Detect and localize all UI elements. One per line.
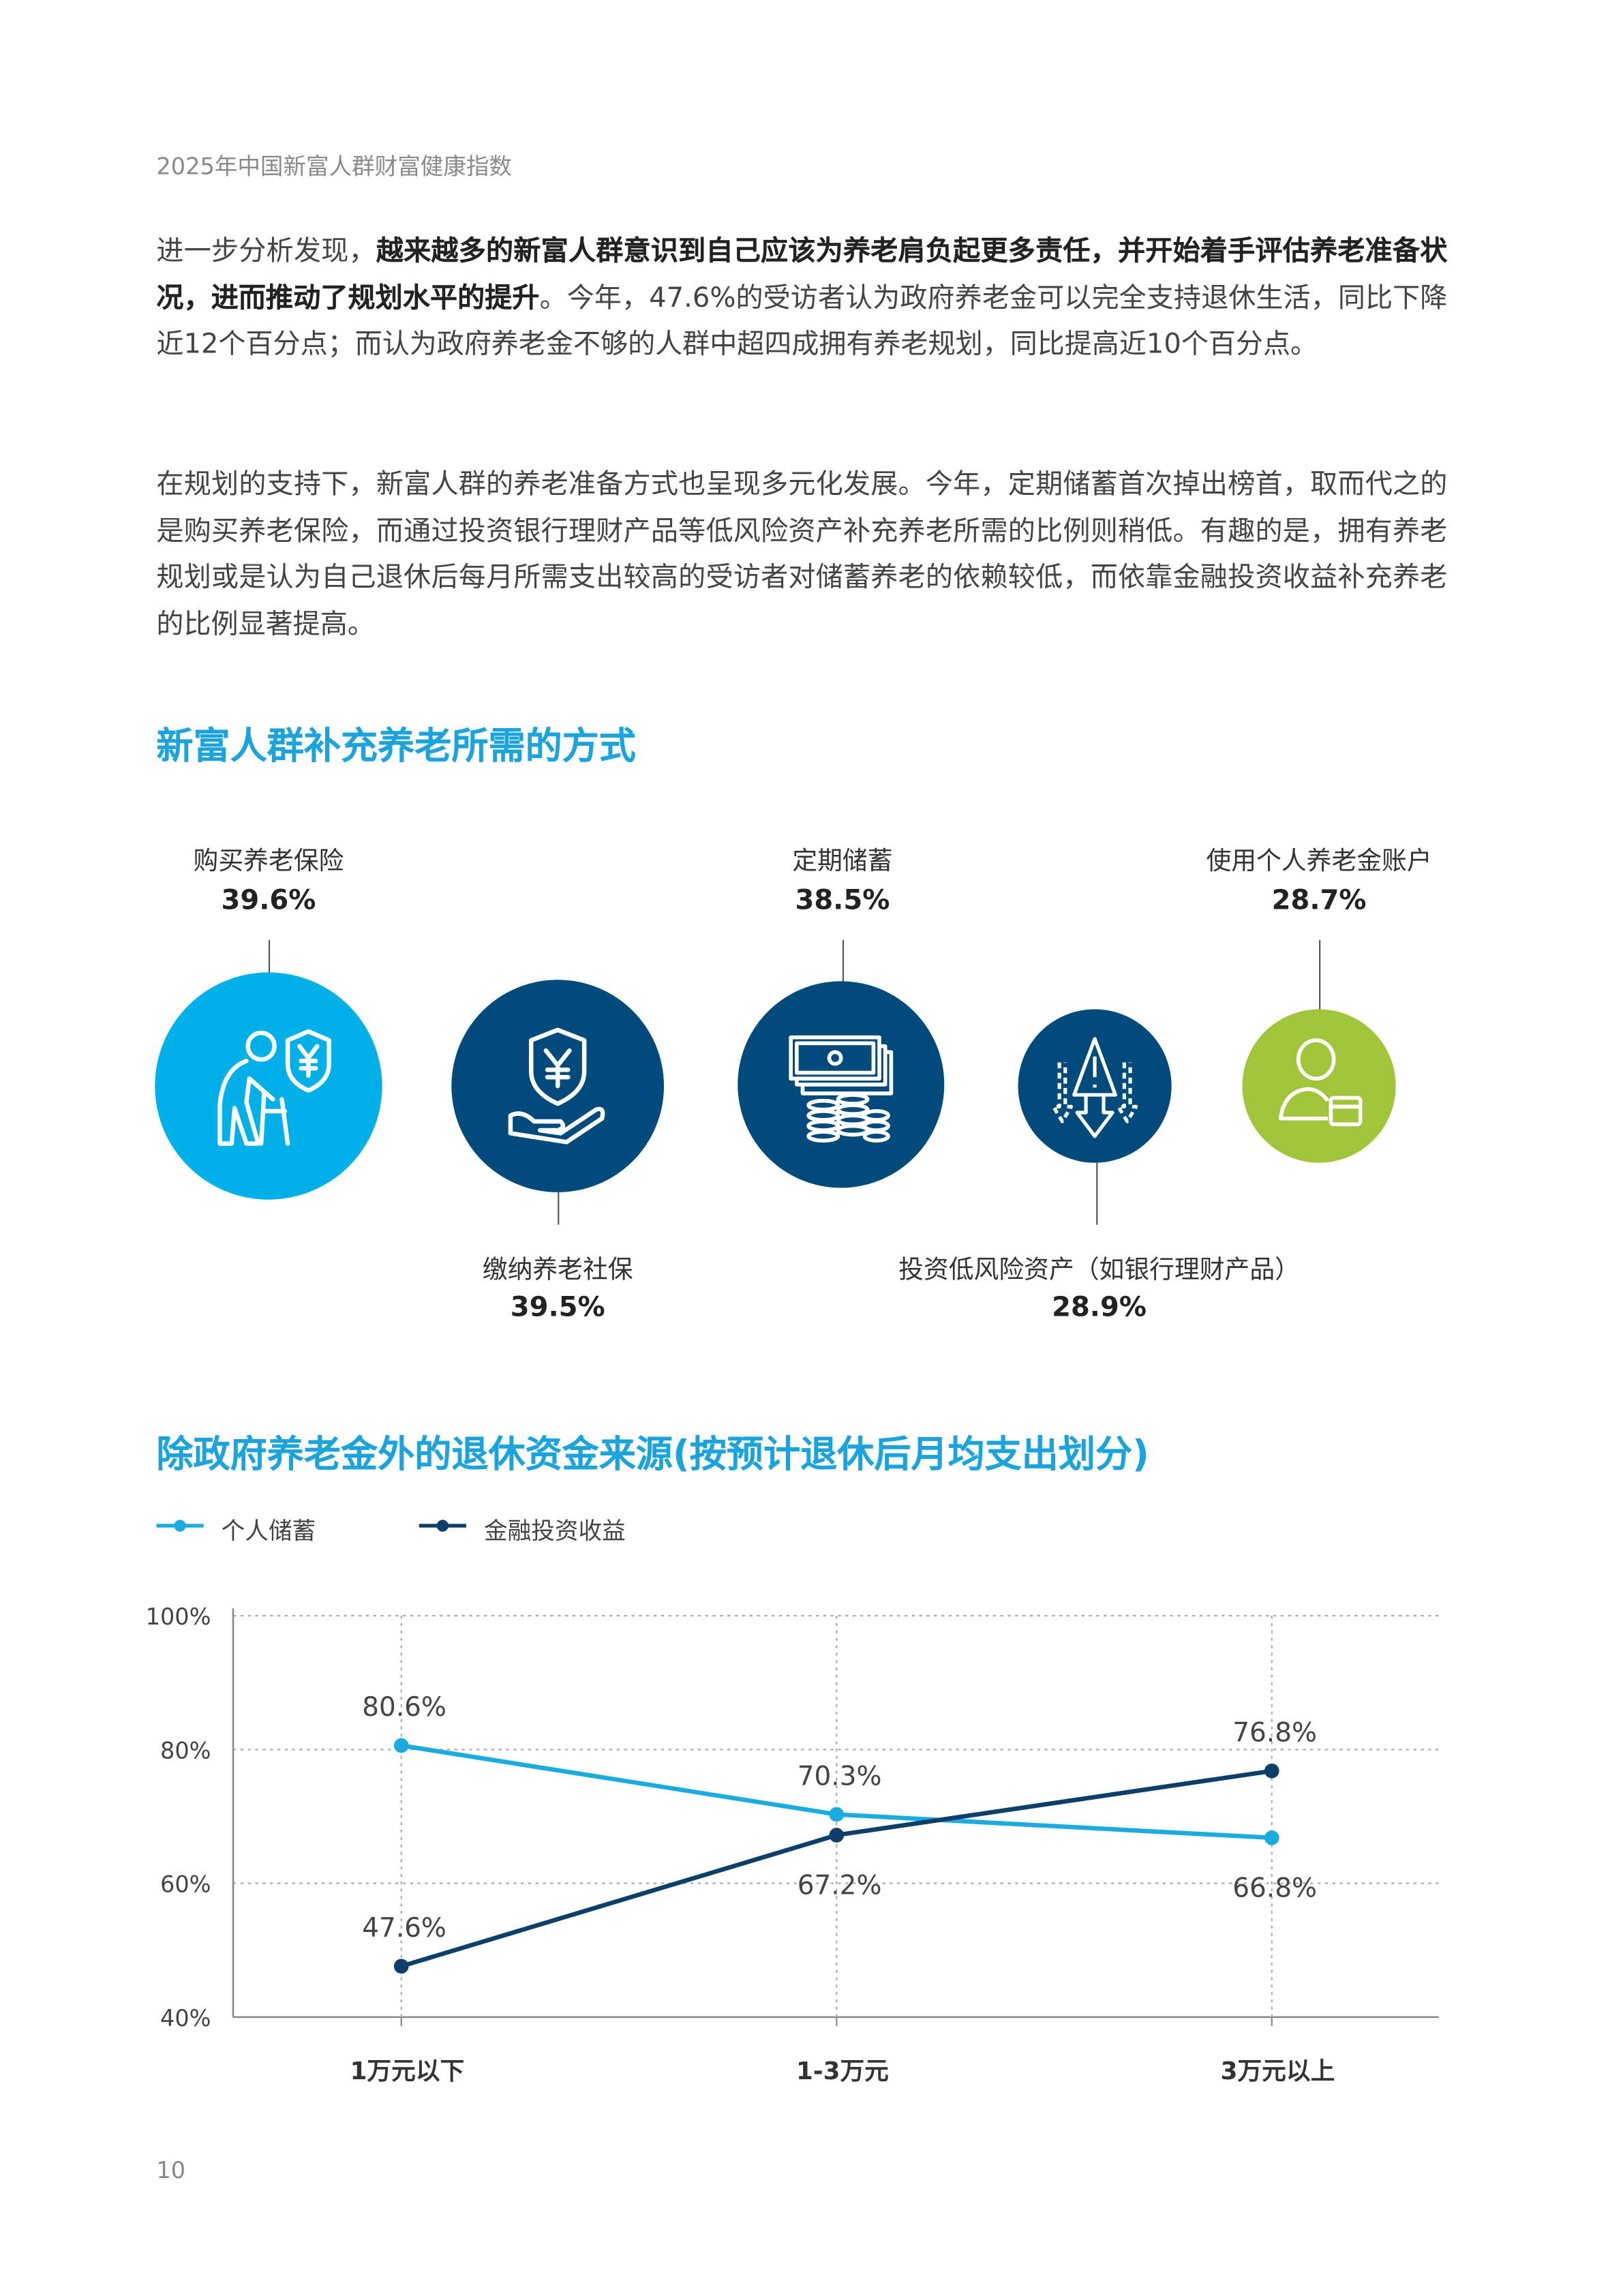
method-circle-insurance <box>155 972 382 1200</box>
chart-title: 除政府养老金外的退休资金来源(按预计退休后月均支出划分) <box>156 1432 1149 1476</box>
legend-marker-personal-savings <box>156 1520 204 1532</box>
p1-text-2: 。今年，47.6%的受访者认为政府养老金可以完全支持退休生活，同比下降近12个百… <box>156 282 1448 361</box>
data-point <box>1264 1763 1279 1779</box>
method-value: 39.5% <box>510 1293 605 1324</box>
y-tick-label: 60% <box>160 1871 211 1898</box>
x-tick-label: 3万元以上 <box>1221 2057 1335 2085</box>
y-tick-label: 80% <box>160 1737 211 1764</box>
y-tick-label: 100% <box>146 1603 211 1630</box>
data-point <box>393 1959 409 1974</box>
elderly-insurance-icon <box>217 1029 331 1146</box>
method-label: 使用个人养老金账户 <box>1206 847 1432 877</box>
leader-line <box>1319 939 1321 1010</box>
method-value: 28.7% <box>1271 885 1367 917</box>
method-label: 缴纳养老社保 <box>482 1255 633 1286</box>
data-label: 67.2% <box>798 1871 882 1901</box>
data-label: 76.8% <box>1232 1717 1317 1748</box>
leader-line <box>268 939 271 973</box>
paragraph-1: 进一步分析发现，越来越多的新富人群意识到自己应该为养老肩负起更多责任，并开始着手… <box>156 228 1447 368</box>
legend-label: 金融投资收益 <box>483 1517 626 1545</box>
data-label: 70.3% <box>798 1761 882 1792</box>
method-value: 39.6% <box>221 885 316 917</box>
legend-label: 个人储蓄 <box>221 1517 316 1545</box>
data-point <box>1264 1830 1279 1845</box>
leader-line <box>1096 1162 1098 1225</box>
p1-bold-text: 越来越多的新富人群意识到自己应该为养老肩负起更多责任，并开始着手评估养老准备状况… <box>156 236 1448 314</box>
data-point <box>829 1807 845 1822</box>
data-label: 66.8% <box>1232 1873 1317 1903</box>
low-risk-alert-icon <box>1051 1037 1138 1138</box>
legend-marker-financial-investment <box>419 1520 466 1532</box>
method-circle-social-security <box>451 980 665 1192</box>
method-value: 28.9% <box>1052 1293 1147 1324</box>
method-label: 定期储蓄 <box>792 847 893 877</box>
method-circle-pension-account <box>1242 1009 1396 1163</box>
data-label: 80.6% <box>362 1692 446 1723</box>
person-card-icon <box>1278 1038 1363 1127</box>
data-label: 47.6% <box>362 1913 446 1944</box>
yuan-shield-hand-icon <box>508 1027 605 1145</box>
x-tick-label: 1万元以下 <box>350 2057 465 2085</box>
leader-line <box>558 1192 560 1225</box>
method-label: 购买养老保险 <box>193 847 344 877</box>
method-value: 38.5% <box>795 885 890 917</box>
section-title-methods: 新富人群补充养老所需的方式 <box>156 724 636 768</box>
data-point <box>829 1828 845 1843</box>
page-number: 10 <box>156 2157 186 2184</box>
x-tick-label: 1-3万元 <box>796 2057 889 2085</box>
method-circle-savings <box>738 981 945 1188</box>
running-header: 2025年中国新富人群财富健康指数 <box>156 153 512 181</box>
method-label: 投资低风险资产（如银行理财产品） <box>898 1255 1300 1286</box>
method-circle-low-risk <box>1018 1009 1172 1163</box>
y-tick-label: 40% <box>160 2005 211 2031</box>
cash-coins-icon <box>789 1035 894 1143</box>
data-point <box>393 1738 409 1753</box>
p1-text: 进一步分析发现， <box>156 236 376 267</box>
paragraph-2: 在规划的支持下，新富人群的养老准备方式也呈现多元化发展。今年，定期储蓄首次掉出榜… <box>156 469 1448 640</box>
leader-line <box>842 939 845 983</box>
